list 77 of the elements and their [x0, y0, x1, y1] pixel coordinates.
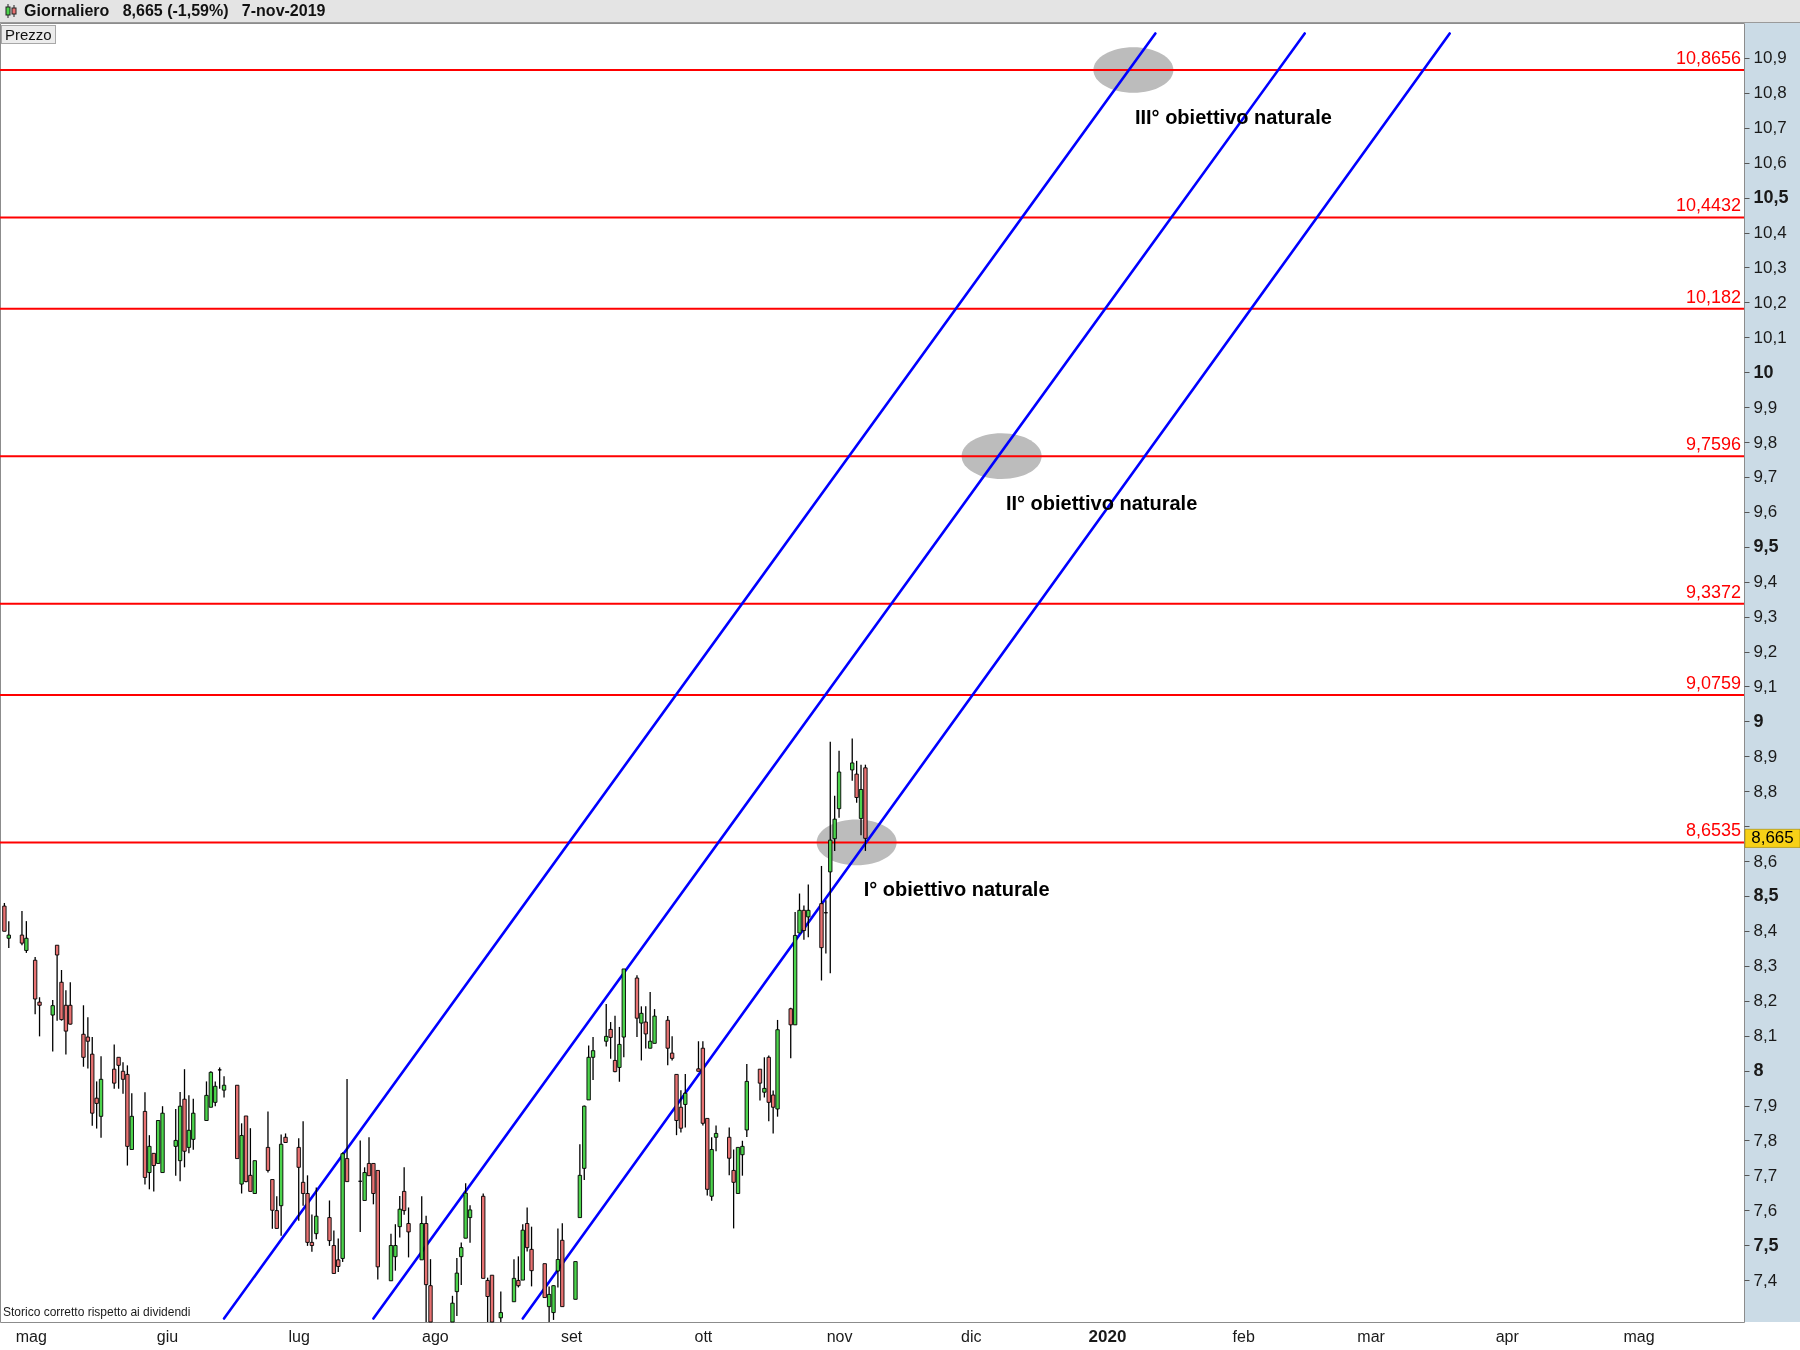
candlestick [511, 1258, 517, 1303]
candlestick [762, 1056, 767, 1099]
ref-line-label: 8,6535 [1685, 820, 1741, 841]
y-tick-label: 7,9 [1753, 1096, 1778, 1115]
annotation: I° obiettivo naturale [863, 878, 1050, 901]
ref-line-label: 10,4432 [1675, 195, 1741, 216]
ref-line-label: 9,3372 [1685, 581, 1741, 602]
y-tick-label: 10,3 [1753, 257, 1787, 277]
candlestick [265, 1110, 271, 1174]
x-tick-label: feb [1232, 1327, 1255, 1345]
y-tick-label: 8,9 [1753, 746, 1778, 766]
x-tick-label: mag [15, 1327, 47, 1345]
y-tick-label: 10,9 [1753, 48, 1787, 68]
chart-title: Giornaliero 8,665 (-1,59%) 7-nov-2019 [24, 2, 326, 20]
candlestick [112, 1043, 117, 1090]
candlestick [221, 1075, 227, 1099]
candlestick [81, 1004, 86, 1068]
y-tick-label: 8,1 [1753, 1026, 1778, 1046]
x-tick-label: mar [1357, 1327, 1386, 1345]
y-tick-label: 8 [1753, 1060, 1764, 1081]
ref-line-label: 9,0759 [1685, 672, 1741, 693]
y-tick-label: 9,4 [1753, 572, 1778, 592]
candlestick [459, 1241, 464, 1286]
y-tick-label: 9,8 [1753, 432, 1778, 452]
y-tick-label: 8,2 [1753, 991, 1778, 1011]
x-tick-label: lug [288, 1327, 310, 1345]
y-tick-label: 10,8 [1753, 83, 1787, 103]
x-tick-label: set [560, 1327, 583, 1345]
candlestick [173, 1108, 178, 1177]
y-tick-label: 7,4 [1753, 1270, 1778, 1290]
candlestick [498, 1290, 503, 1323]
y-tick-label: 8,6 [1753, 851, 1778, 871]
candlestick [612, 1015, 618, 1073]
y-tick-label: 7,7 [1753, 1165, 1778, 1185]
y-tick-label: 10,6 [1753, 153, 1787, 173]
y-tick-label: 9,1 [1753, 676, 1778, 696]
y-tick-label: 10 [1753, 361, 1774, 382]
y-tick-label: 9 [1753, 710, 1764, 731]
y-tick-label: 10,5 [1753, 187, 1789, 208]
candlestick [54, 944, 60, 1022]
ref-line-label: 10,182 [1685, 286, 1741, 307]
y-tick-label: 10,7 [1753, 118, 1787, 138]
y-tick-label: 10,2 [1753, 292, 1787, 312]
candlestick [757, 1068, 763, 1102]
x-tick-label: mag [1623, 1327, 1655, 1345]
ref-line-label: 9,7596 [1685, 434, 1741, 455]
y-tick-label: 8,8 [1753, 781, 1778, 801]
candlestick [327, 1199, 332, 1247]
x-tick-label: dic [961, 1327, 982, 1345]
x-tick-label: nov [826, 1327, 853, 1345]
y-tick-label: 9,2 [1753, 642, 1778, 662]
candlestick [806, 883, 811, 938]
y-tick-label: 7,8 [1753, 1130, 1778, 1150]
y-axis-title: Prezzo [1, 25, 56, 44]
annotation: Storico corretto rispetto ai dividendi [3, 1305, 191, 1319]
y-tick-label: 9,6 [1753, 502, 1778, 522]
x-tick-label: ott [694, 1327, 713, 1345]
x-tick-label: ago [422, 1327, 449, 1345]
y-tick-label: 9,7 [1753, 467, 1778, 487]
y-tick-label: 10,1 [1753, 327, 1787, 347]
y-tick-label: 7,6 [1753, 1200, 1778, 1220]
y-tick-label: 7,5 [1753, 1234, 1779, 1255]
y-tick-label: 8,5 [1753, 885, 1779, 906]
candlestick [648, 991, 653, 1049]
x-tick-label: 2020 [1088, 1326, 1127, 1346]
x-tick-label: giu [156, 1327, 179, 1345]
y-tick-label: 8,3 [1753, 956, 1778, 976]
candlestick [683, 1073, 688, 1129]
y-tick-label: 9,5 [1753, 536, 1779, 557]
text: 8,665 [1751, 828, 1794, 848]
ref-line-label: 10,8656 [1675, 47, 1741, 68]
y-tick-label: 8,4 [1753, 921, 1778, 941]
y-tick-label: 9,3 [1753, 607, 1778, 627]
candlestick [801, 904, 807, 941]
x-tick-label: apr [1495, 1327, 1520, 1345]
y-tick-label: 10,4 [1753, 223, 1787, 243]
y-tick-label: 9,9 [1753, 397, 1778, 417]
